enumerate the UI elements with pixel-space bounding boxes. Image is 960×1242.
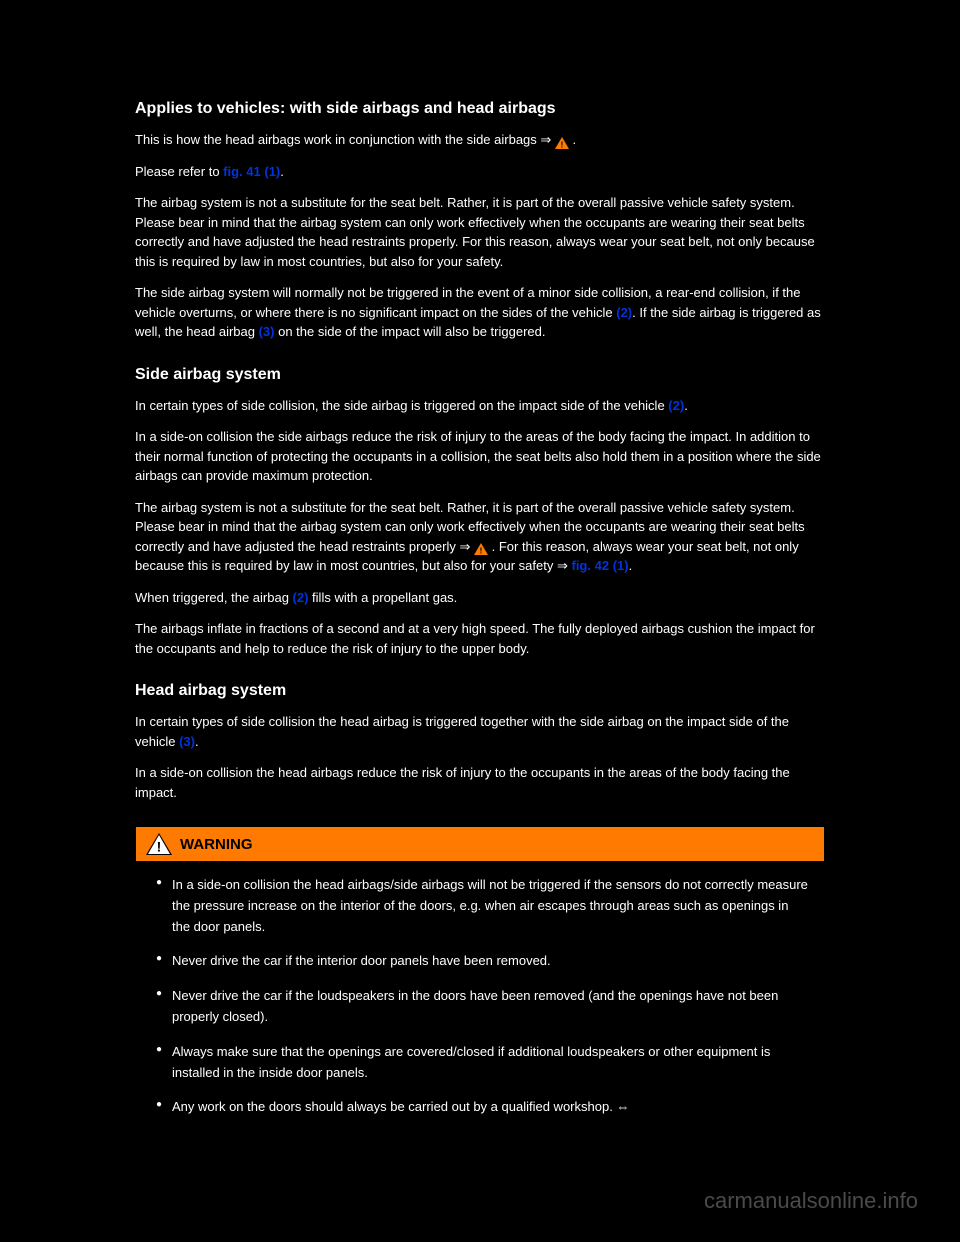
warning-body: In a side-on collision the head airbags/… <box>136 861 824 1146</box>
ref-3[interactable]: (3) <box>259 324 275 339</box>
paragraph-9: In a side-on collision the head airbags … <box>135 763 825 802</box>
warning-icon: ! <box>555 135 569 147</box>
watermark: carmanualsonline.info <box>704 1188 918 1214</box>
warn5-arrow: ⇔ <box>616 1099 629 1114</box>
subheading-head-airbag: Head airbag system <box>135 682 825 700</box>
warning-item-2: Never drive the car if the interior door… <box>152 951 808 972</box>
para5-c: . <box>629 558 633 573</box>
ref-2b[interactable]: (2) <box>668 398 684 413</box>
paragraph-7: The airbags inflate in fractions of a se… <box>135 619 825 658</box>
paragraph-5: The airbag system is not a substitute fo… <box>135 498 825 576</box>
para6-a: When triggered, the airbag <box>135 590 293 605</box>
subheading-side-airbag: Side airbag system <box>135 366 825 384</box>
warning-icon: ! <box>474 541 488 553</box>
paragraph-8: In certain types of side collision the h… <box>135 712 825 751</box>
section-title: Applies to vehicles: with side airbags a… <box>135 100 825 118</box>
warning-item-1: In a side-on collision the head airbags/… <box>152 875 808 937</box>
intro-text-end: . <box>573 132 577 147</box>
fig-ref-2[interactable]: fig. 42 <box>571 558 609 573</box>
paragraph-4: In a side-on collision the side airbags … <box>135 427 825 486</box>
paragraph-2: The side airbag system will normally not… <box>135 283 825 342</box>
ref-2c[interactable]: (2) <box>293 590 309 605</box>
warning-label: WARNING <box>180 836 253 853</box>
warn5-a: Any work on the doors should always be c… <box>172 1099 613 1114</box>
paragraph-3: In certain types of side collision, the … <box>135 396 825 416</box>
warning-item-4: Always make sure that the openings are c… <box>152 1042 808 1084</box>
fig-ref-1[interactable]: fig. 41 <box>223 164 261 179</box>
warning-item-3: Never drive the car if the loudspeakers … <box>152 986 808 1028</box>
ref-3b[interactable]: (3) <box>179 734 195 749</box>
paragraph-1: The airbag system is not a substitute fo… <box>135 193 825 271</box>
fig-ref-para: Please refer to fig. 41 (1). <box>135 162 825 182</box>
para2-c: on the side of the impact will also be t… <box>274 324 545 339</box>
ref-2[interactable]: (2) <box>616 305 632 320</box>
ref-1[interactable]: (1) <box>264 164 280 179</box>
intro-text-a: This is how the head airbags work in con… <box>135 132 551 147</box>
warning-icon-large: ! <box>146 833 172 855</box>
para6-b: fills with a propellant gas. <box>308 590 457 605</box>
para8-a: In certain types of side collision the h… <box>135 714 789 749</box>
para8-b: . <box>195 734 199 749</box>
svg-text:!: ! <box>157 839 162 855</box>
warning-box: ! WARNING In a side-on collision the hea… <box>135 826 825 1147</box>
svg-text:!: ! <box>561 140 564 149</box>
fig-ref-intro: Please refer to <box>135 164 223 179</box>
svg-text:!: ! <box>480 547 483 556</box>
ref-1b[interactable]: (1) <box>613 558 629 573</box>
para3-b: . <box>684 398 688 413</box>
para3-a: In certain types of side collision, the … <box>135 398 668 413</box>
warning-header: ! WARNING <box>136 827 824 861</box>
intro-paragraph: This is how the head airbags work in con… <box>135 130 825 150</box>
paragraph-6: When triggered, the airbag (2) fills wit… <box>135 588 825 608</box>
warning-item-5: Any work on the doors should always be c… <box>152 1097 808 1118</box>
